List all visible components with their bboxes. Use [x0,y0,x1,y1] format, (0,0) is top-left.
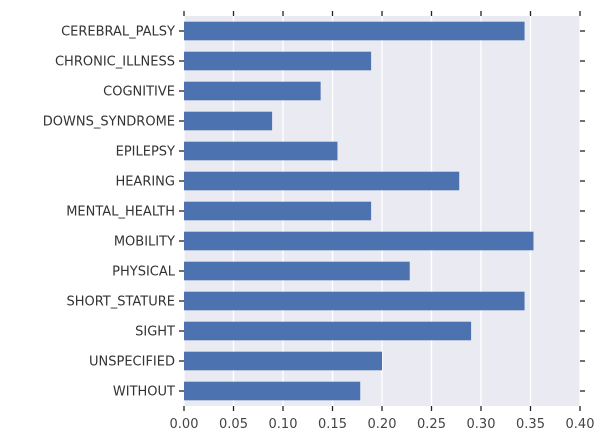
category-label: CEREBRAL_PALSY [61,25,175,40]
x-axis: 0.00 0.05 0.10 0.15 0.20 0.25 0.30 0.35 0.40 [170,11,595,432]
category-label: COGNITIVE [103,85,175,100]
bar-downs-syndrome [184,111,273,131]
bar-hearing [184,171,460,191]
category-label: CHRONIC_ILLNESS [55,55,175,70]
bar-cognitive [184,81,321,101]
bar-mental-health [184,201,372,221]
x-tick-label: 0.35 [516,417,545,432]
x-tick-label: 0.20 [368,417,397,432]
x-tick-label: 0.05 [219,417,248,432]
bar-physical [184,261,410,281]
x-tick-label: 0.40 [566,417,595,432]
x-tick-label: 0.25 [417,417,446,432]
bar-without [184,381,361,401]
x-tick-label: 0.10 [269,417,298,432]
y-axis: CEREBRAL_PALSY CHRONIC_ILLNESS COGNITIVE DO… [43,25,585,400]
bar-unspecified [184,351,382,371]
bar-short-stature [184,291,525,311]
bar-epilepsy [184,141,338,161]
x-tick-label: 0.15 [318,417,347,432]
bars [184,21,534,401]
category-label: PHYSICAL [112,265,176,280]
category-label: WITHOUT [113,385,175,400]
category-label: SHORT_STATURE [66,295,175,310]
x-tick-label: 0.30 [467,417,496,432]
bar-cerebral-palsy [184,21,525,41]
category-label: SIGHT [135,325,175,340]
category-label: EPILEPSY [116,145,175,160]
bar-mobility [184,231,534,251]
bar-sight [184,321,472,341]
category-label: MENTAL_HEALTH [66,205,175,220]
category-label: HEARING [115,175,175,190]
x-tick-label: 0.00 [170,417,199,432]
bar-chronic-illness [184,51,372,71]
category-label: DOWNS_SYNDROME [43,115,175,130]
category-label: UNSPECIFIED [89,355,175,370]
category-label: MOBILITY [114,235,175,250]
